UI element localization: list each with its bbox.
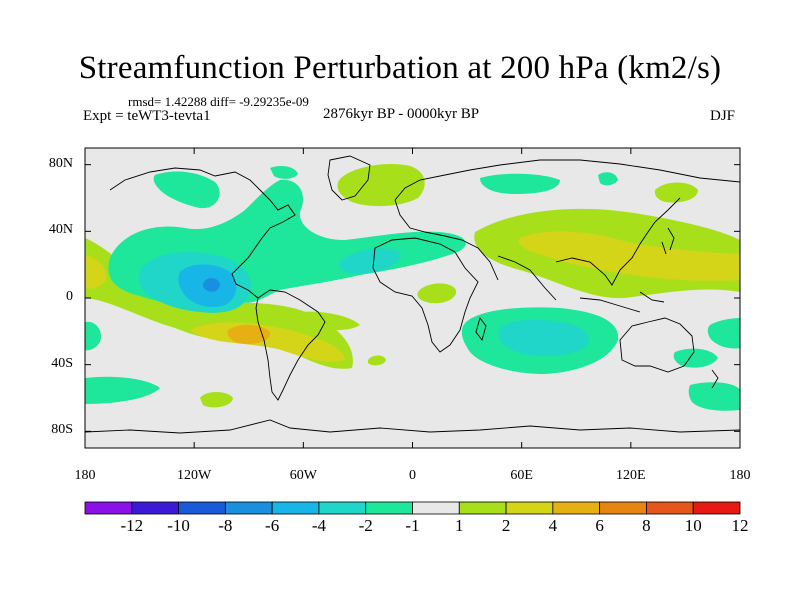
- coastlines: [85, 155, 740, 434]
- colorbar-swatch: [412, 501, 460, 515]
- coastline-africa: [372, 237, 479, 353]
- colorbar-swatch: [271, 501, 320, 515]
- contour-positive: [368, 355, 386, 366]
- contour-positive: [640, 234, 700, 249]
- colorbar-swatch: [552, 501, 601, 515]
- colorbar-swatch: [131, 501, 179, 515]
- plot-title: Streamfunction Perturbation at 200 hPa (…: [78, 50, 722, 86]
- contour-positive: [200, 392, 233, 408]
- colorbar-swatch: [599, 501, 647, 515]
- contour-positive: [518, 231, 740, 281]
- season-label: DJF: [710, 108, 736, 124]
- contour-positive: [85, 255, 107, 289]
- colorbar: [84, 501, 741, 515]
- coastline-antarctica: [85, 419, 740, 434]
- lat-tick-label: 0: [66, 289, 73, 304]
- colorbar-swatch: [224, 501, 273, 515]
- lat-tick-label: 40N: [48, 222, 73, 238]
- contour-negative: [85, 376, 160, 404]
- colorbar-label: -8: [218, 516, 233, 535]
- colorbar-label: 1: [455, 516, 464, 535]
- colorbar-swatch: [84, 501, 133, 515]
- contour-negative: [707, 318, 740, 349]
- colorbar-swatch: [646, 501, 694, 515]
- colorbar-swatch: [318, 501, 367, 515]
- coastline-greenland: [327, 155, 371, 201]
- contour-positive: [417, 283, 457, 304]
- colorbar-label: 6: [595, 516, 604, 535]
- lon-tick-label: 120E: [616, 468, 646, 483]
- contour-positive: [654, 182, 698, 203]
- contour-positive: [227, 324, 271, 344]
- coastline-indonesia: [579, 291, 665, 313]
- colorbar-label: 12: [731, 516, 749, 535]
- colorbar-swatch: [458, 501, 507, 515]
- colorbar-label: 8: [642, 516, 651, 535]
- coastline-madagascar: [475, 317, 487, 341]
- colorbar-label: 4: [548, 516, 558, 535]
- colorbar-label: -1: [405, 516, 420, 535]
- lon-tick-label: 0: [409, 468, 416, 483]
- coastline-north-america: [109, 167, 296, 299]
- colorbar-label: -6: [265, 516, 280, 535]
- contour-positive: [337, 163, 425, 207]
- contour-negative: [202, 278, 220, 292]
- colorbar-label: 2: [501, 516, 511, 535]
- lat-tick-label: 80N: [48, 155, 73, 171]
- statistics-text: rmsd= 1.42288 diff= -9.29235e-09: [128, 94, 309, 109]
- axis-ticks: [84, 148, 741, 448]
- contour-negative: [598, 172, 618, 186]
- colorbar-swatch: [505, 501, 554, 515]
- coastline-australia: [619, 317, 695, 373]
- contour-negative: [339, 248, 401, 274]
- coastline-japan: [661, 227, 675, 255]
- coastline-south-america: [255, 289, 326, 401]
- lon-tick-label: 120W: [177, 468, 212, 483]
- lon-tick-label: 60W: [289, 468, 317, 483]
- contour-fields: [85, 155, 740, 434]
- period-label: 2876kyr BP - 0000kyr BP: [323, 106, 480, 122]
- contour-negative: [270, 166, 298, 179]
- colorbar-label: -10: [167, 516, 190, 535]
- lon-tick-label: 180: [74, 468, 96, 483]
- coastline-eurasia: [394, 159, 740, 301]
- colorbar-swatch: [365, 501, 413, 515]
- experiment-label: Expt = teWT3-tevta1: [83, 108, 211, 124]
- contour-negative: [85, 321, 101, 351]
- colorbar-swatch: [178, 501, 226, 515]
- lat-tick-label: 80S: [51, 422, 73, 438]
- contour-negative: [498, 319, 589, 356]
- lon-tick-label: 180: [729, 468, 751, 483]
- lat-tick-label: 40S: [51, 355, 73, 371]
- colorbar-label: -2: [358, 516, 373, 535]
- contour-positive: [297, 311, 360, 331]
- contour-negative: [480, 173, 560, 194]
- coastline-new-zealand: [711, 369, 719, 389]
- colorbar-swatch: [692, 501, 741, 515]
- contour-negative: [688, 382, 740, 411]
- colorbar-label: -4: [311, 516, 327, 535]
- contour-negative: [153, 171, 220, 209]
- lon-tick-label: 60E: [510, 468, 533, 483]
- colorbar-label: 10: [684, 516, 702, 535]
- contour-negative: [673, 348, 718, 368]
- colorbar-label: -12: [120, 516, 144, 535]
